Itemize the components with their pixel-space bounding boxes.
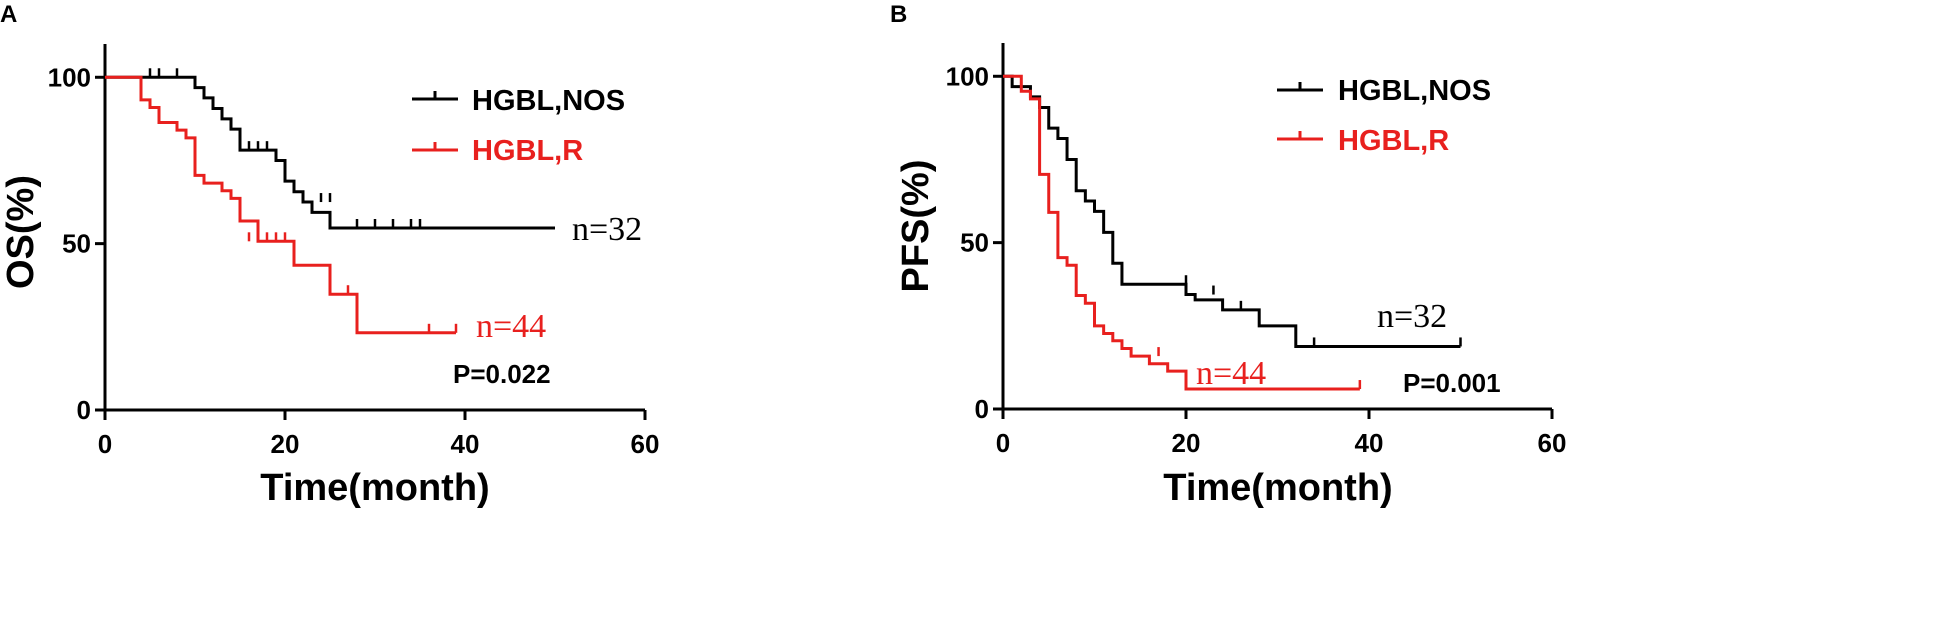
panel-b-x-tick-label: 20 bbox=[1172, 428, 1201, 458]
panel-a-x-ticks: 0 20 40 60 bbox=[98, 410, 660, 459]
panel-a-curves bbox=[105, 68, 555, 335]
panel-b-x-tick-label: 60 bbox=[1538, 428, 1567, 458]
panel-a-x-tick-label: 20 bbox=[271, 429, 300, 459]
panel-a-y-tick-label: 100 bbox=[48, 62, 91, 92]
panel-a-label: A bbox=[0, 1, 17, 28]
panel-b: B 0 50 100 0 20 40 60 Time(month) PFS(%) HGBL… bbox=[890, 1, 1566, 509]
panel-b-y-ticks: 0 50 100 bbox=[946, 61, 1003, 424]
panel-a-y-ticks: 0 50 100 bbox=[48, 62, 105, 425]
panel-b-label: B bbox=[890, 1, 907, 28]
panel-b-n-label-r: n=44 bbox=[1196, 355, 1266, 392]
panel-b-legend-item-r: HGBL,R bbox=[1277, 125, 1449, 157]
panel-a-x-tick-label: 0 bbox=[98, 429, 112, 459]
panel-b-curves bbox=[1003, 74, 1462, 391]
panel-a-legend-label-nos: HGBL,NOS bbox=[472, 85, 625, 117]
panel-a-y-tick-label: 0 bbox=[77, 395, 91, 425]
panel-b-legend-item-nos: HGBL,NOS bbox=[1277, 75, 1491, 107]
panel-a-legend-item-nos: HGBL,NOS bbox=[412, 85, 625, 117]
panel-b-legend-label-r: HGBL,R bbox=[1338, 125, 1449, 157]
panel-b-y-tick-label: 0 bbox=[975, 394, 989, 424]
panel-b-n-label-nos: n=32 bbox=[1377, 298, 1447, 335]
panel-a-x-tick-label: 40 bbox=[451, 429, 480, 459]
panel-b-p-value: P=0.001 bbox=[1403, 368, 1501, 398]
panel-b-x-axis-label: Time(month) bbox=[1163, 467, 1392, 509]
panel-a-legend-label-r: HGBL,R bbox=[472, 135, 583, 167]
panel-a-survival-curve-r bbox=[105, 75, 456, 335]
panel-b-legend: HGBL,NOS HGBL,R bbox=[1277, 75, 1491, 157]
panel-a-legend: HGBL,NOS HGBL,R bbox=[412, 85, 625, 167]
panel-b-y-axis-label: PFS(%) bbox=[895, 160, 937, 293]
panel-a-p-value: P=0.022 bbox=[453, 359, 551, 389]
panel-a-y-axis-label: OS(%) bbox=[0, 175, 42, 289]
panel-b-y-tick-label: 50 bbox=[960, 228, 989, 258]
panel-a-n-label-nos: n=32 bbox=[572, 211, 642, 248]
panel-a-x-axis-label: Time(month) bbox=[260, 467, 489, 509]
panel-a-x-tick-label: 60 bbox=[631, 429, 660, 459]
panel-b-x-tick-label: 40 bbox=[1355, 428, 1384, 458]
panel-b-legend-label-nos: HGBL,NOS bbox=[1338, 75, 1491, 107]
panel-b-survival-curve-r bbox=[1003, 74, 1360, 391]
panel-a-legend-item-r: HGBL,R bbox=[412, 135, 583, 167]
panel-a-n-label-r: n=44 bbox=[476, 308, 546, 345]
panel-b-x-ticks: 0 20 40 60 bbox=[996, 409, 1567, 458]
panel-a: A 0 50 100 0 20 40 60 Time(month) OS(%) HGBL,… bbox=[0, 1, 659, 509]
panel-b-y-tick-label: 100 bbox=[946, 61, 989, 91]
panel-b-x-tick-label: 0 bbox=[996, 428, 1010, 458]
panel-a-y-tick-label: 50 bbox=[62, 229, 91, 259]
